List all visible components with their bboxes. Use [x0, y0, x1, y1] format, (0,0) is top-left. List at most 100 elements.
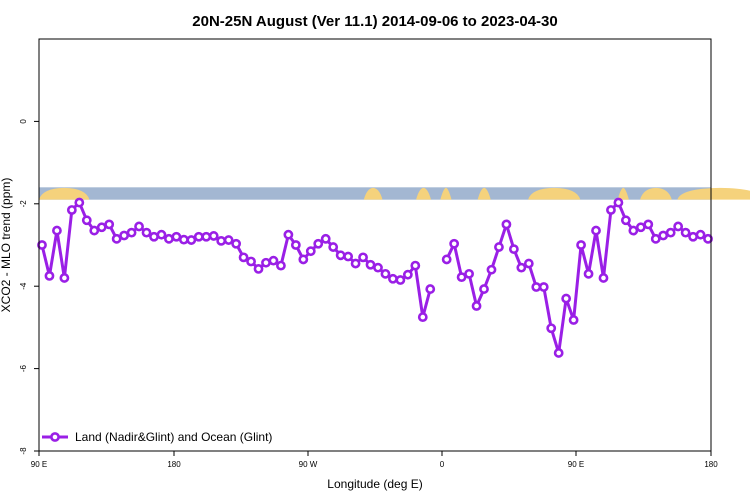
- data-point: [464, 268, 474, 279]
- data-point: [479, 284, 489, 294]
- data-point: [425, 284, 436, 294]
- data-point: [223, 235, 234, 245]
- data-point: [328, 242, 339, 252]
- data-point: [553, 348, 564, 358]
- data-point: [276, 260, 286, 271]
- data-point: [606, 205, 616, 215]
- chart-title: 20N-25N August (Ver 11.1) 2014-09-06 to …: [192, 13, 557, 30]
- land-patch: [640, 187, 672, 200]
- y-tick-label: 0: [19, 119, 28, 124]
- land-patch: [416, 187, 431, 200]
- y-tick-label: -2: [19, 200, 28, 208]
- data-point: [471, 301, 482, 311]
- land-patch: [363, 187, 383, 200]
- data-point: [613, 197, 624, 208]
- data-point: [89, 225, 100, 236]
- data-point: [134, 221, 144, 232]
- land-patch: [528, 187, 581, 200]
- data-point: [149, 231, 159, 242]
- data-point: [486, 264, 497, 275]
- data-point: [290, 240, 301, 250]
- data-point: [523, 258, 534, 269]
- x-tick-label: 180: [704, 460, 718, 469]
- data-point: [628, 225, 639, 236]
- x-tick-label: 90 E: [568, 460, 584, 469]
- x-tick-label: 0: [440, 460, 445, 469]
- legend-label: Land (Nadir&Glint) and Ocean (Glint): [75, 430, 272, 444]
- data-point: [201, 231, 212, 242]
- land-patch: [440, 187, 452, 200]
- data-point: [546, 323, 557, 334]
- data-point: [561, 293, 572, 304]
- series-line: [40, 201, 432, 319]
- data-point: [52, 225, 62, 236]
- data-point: [703, 233, 713, 244]
- data-point: [501, 219, 512, 230]
- data-point: [650, 233, 661, 244]
- land-patch: [677, 187, 750, 200]
- data-point: [313, 238, 324, 249]
- x-tick-label: 90 W: [299, 460, 318, 469]
- land-patch: [617, 187, 629, 200]
- data-point: [81, 215, 92, 226]
- map-strip: [39, 187, 750, 200]
- data-point: [96, 222, 107, 233]
- data-point: [268, 255, 279, 266]
- data-point: [680, 227, 691, 238]
- data-point: [635, 222, 646, 233]
- x-tick-label: 180: [167, 460, 181, 469]
- data-point: [253, 263, 264, 274]
- data-point: [343, 251, 354, 262]
- data-point: [208, 231, 219, 241]
- data-point: [164, 233, 174, 244]
- data-point: [283, 229, 294, 240]
- data-point: [320, 233, 331, 244]
- data-point: [111, 233, 122, 244]
- data-point: [231, 238, 242, 249]
- y-axis-label: XCO2 - MLO trend (ppm): [0, 178, 13, 313]
- data-point: [673, 221, 684, 232]
- y-axis: 0 -2 -4 -6 -8: [19, 119, 39, 455]
- data-point: [74, 197, 85, 208]
- land-patch: [39, 187, 90, 200]
- data-point: [568, 315, 579, 325]
- data-point: [66, 205, 77, 215]
- data-point: [104, 219, 115, 230]
- data-point: [643, 219, 654, 230]
- data-point: [576, 240, 586, 250]
- y-tick-label: -6: [19, 364, 28, 372]
- data-point: [417, 312, 428, 322]
- data-point: [261, 257, 271, 268]
- data-point: [193, 231, 204, 242]
- data-point: [186, 235, 197, 245]
- data-point: [380, 268, 391, 279]
- data-point: [119, 230, 130, 241]
- y-tick-label: -4: [19, 282, 28, 290]
- data-point: [494, 242, 504, 252]
- data-point: [298, 254, 309, 265]
- legend: Land (Nadir&Glint) and Ocean (Glint): [42, 430, 272, 444]
- data-point: [126, 227, 137, 238]
- data-point: [583, 268, 594, 279]
- data-point: [395, 275, 406, 285]
- data-point: [598, 273, 609, 283]
- data-point: [410, 260, 421, 271]
- x-axis: 90 E 180 90 W 0 90 E 180: [31, 451, 718, 469]
- data-point: [620, 215, 631, 226]
- data-point: [216, 235, 227, 246]
- data-point: [178, 234, 189, 245]
- data-point: [59, 273, 70, 283]
- data-point: [441, 254, 452, 265]
- data-point: [658, 230, 669, 241]
- data-point: [695, 229, 706, 240]
- y-tick-label: -8: [19, 447, 28, 455]
- data-point: [373, 262, 383, 273]
- data-point: [449, 238, 460, 249]
- series-layer: [37, 197, 713, 358]
- data-point: [538, 282, 549, 292]
- x-axis-label: Longitude (deg E): [327, 477, 422, 491]
- data-point: [531, 282, 542, 292]
- series-line: [445, 201, 709, 355]
- data-point: [37, 240, 47, 250]
